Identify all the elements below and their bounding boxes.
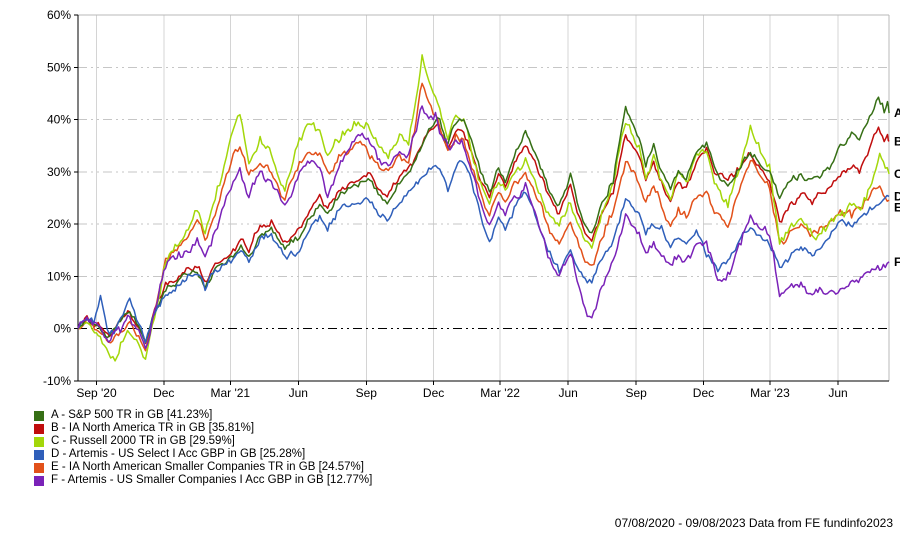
legend-label-D: D - Artemis - US Select I Acc GBP in GB … — [51, 448, 306, 460]
performance-chart: 60% 50% 40% 30% 20% 10% 0% -10% Sep '20 Dec Mar '2… — [43, 8, 900, 400]
x-axis-label: Dec — [423, 386, 444, 400]
y-axis-label: 50% — [47, 60, 71, 74]
x-axis-label: Sep — [625, 386, 647, 400]
legend-swatch-E — [34, 462, 44, 473]
legend-label-E: E - IA North American Smaller Companies … — [51, 461, 364, 473]
x-axis-label: Mar '22 — [480, 386, 520, 400]
legend-swatch-F — [34, 475, 44, 486]
legend-item-C: C - Russell 2000 TR in GB [29.59%] — [34, 435, 372, 448]
series-line-C — [77, 54, 890, 362]
legend-label-F: F - Artemis - US Smaller Companies I Acc… — [51, 474, 373, 486]
x-axis-label: Dec — [153, 386, 174, 400]
x-axis-label: Jun — [289, 386, 308, 400]
series-line-E — [77, 82, 890, 352]
legend-item-B: B - IA North America TR in GB [35.81%] — [34, 422, 372, 435]
y-axis-label: 10% — [47, 269, 71, 283]
legend-item-F: F - Artemis - US Smaller Companies I Acc… — [34, 474, 372, 487]
legend-swatch-D — [34, 449, 44, 460]
legend-swatch-C — [34, 436, 44, 447]
y-axis-label: 40% — [47, 113, 71, 127]
y-axis-label: 60% — [47, 8, 71, 22]
y-axis-label: 0% — [54, 322, 72, 336]
series-end-label-C: C — [894, 167, 900, 181]
legend-label-B: B - IA North America TR in GB [35.81%] — [51, 422, 255, 434]
x-axis-label: Dec — [693, 386, 714, 400]
legend-label-C: C - Russell 2000 TR in GB [29.59%] — [51, 435, 235, 447]
x-axis-label: Mar '23 — [750, 386, 790, 400]
series-end-label-D: D — [894, 189, 900, 203]
series-line-F — [77, 105, 890, 350]
y-axis-label: 30% — [47, 165, 71, 179]
y-axis-label: 20% — [47, 217, 71, 231]
legend-label-A: A - S&P 500 TR in GB [41.23%] — [51, 409, 213, 421]
x-axis-label: Jun — [558, 386, 577, 400]
legend-swatch-A — [34, 410, 44, 421]
series-line-B — [77, 122, 890, 345]
series-end-label-A: A — [894, 106, 900, 120]
series-line-A — [77, 96, 890, 344]
footer-text: 07/08/2020 - 09/08/2023 Data from FE fun… — [614, 516, 893, 530]
x-axis-label: Sep — [356, 386, 378, 400]
series-end-label-B: B — [894, 134, 900, 148]
series-end-label-E: E — [894, 200, 900, 214]
x-axis-label: Sep '20 — [76, 386, 117, 400]
legend-swatch-B — [34, 423, 44, 434]
y-axis-label: -10% — [43, 374, 71, 388]
series-line-D — [77, 160, 890, 344]
series-end-label-F: F — [894, 255, 900, 269]
legend: A - S&P 500 TR in GB [41.23%] B - IA Nort… — [34, 409, 372, 487]
legend-item-E: E - IA North American Smaller Companies … — [34, 461, 372, 474]
legend-item-A: A - S&P 500 TR in GB [41.23%] — [34, 409, 372, 422]
legend-item-D: D - Artemis - US Select I Acc GBP in GB … — [34, 448, 372, 461]
x-axis-label: Jun — [828, 386, 847, 400]
x-axis-label: Mar '21 — [210, 386, 250, 400]
